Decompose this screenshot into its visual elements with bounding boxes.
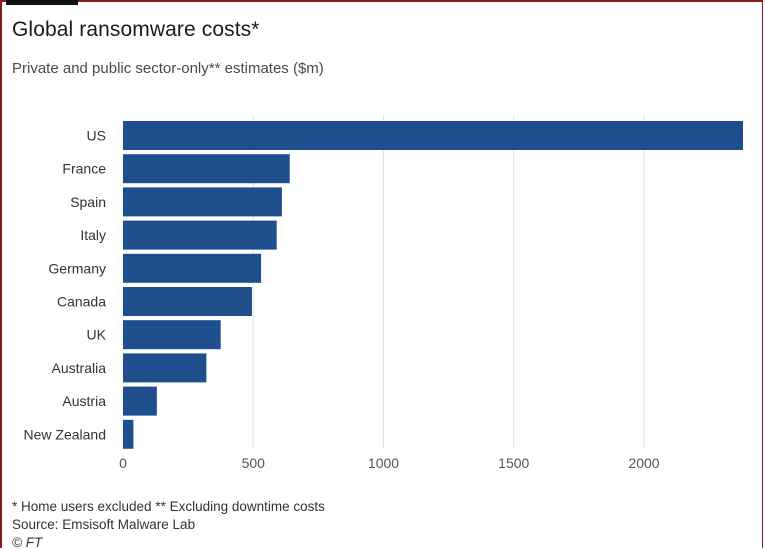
copyright: © FT [12, 535, 43, 550]
chart-title: Global ransomware costs* [12, 18, 260, 41]
category-label: Canada [57, 294, 106, 310]
category-label: New Zealand [24, 426, 107, 442]
bar [123, 386, 157, 416]
bar [123, 353, 207, 383]
source-note: Source: Emsisoft Malware Lab [12, 517, 196, 532]
category-label: Italy [80, 227, 106, 243]
bar [123, 419, 134, 449]
ft-accent-bar [6, 0, 78, 5]
x-tick-label: 1000 [368, 455, 399, 471]
bar [123, 287, 252, 316]
bar [123, 154, 290, 184]
category-label: France [62, 161, 106, 177]
category-label: US [87, 128, 106, 144]
x-tick-label: 1500 [498, 455, 529, 471]
category-label: Austria [62, 393, 106, 409]
bar [123, 220, 277, 250]
x-tick-label: 500 [242, 455, 266, 471]
footnote: * Home users excluded ** Excluding downt… [12, 499, 325, 514]
category-label: Germany [48, 260, 106, 276]
chart-subtitle: Private and public sector-only** estimat… [12, 60, 324, 77]
x-tick-label: 0 [119, 455, 127, 471]
category-label: Australia [52, 360, 107, 376]
x-tick-label: 2000 [628, 455, 659, 471]
bar [123, 253, 262, 283]
category-label: Spain [70, 194, 106, 210]
category-label: UK [87, 327, 107, 343]
bar [123, 320, 221, 350]
bar [123, 187, 282, 217]
bar [123, 121, 743, 150]
